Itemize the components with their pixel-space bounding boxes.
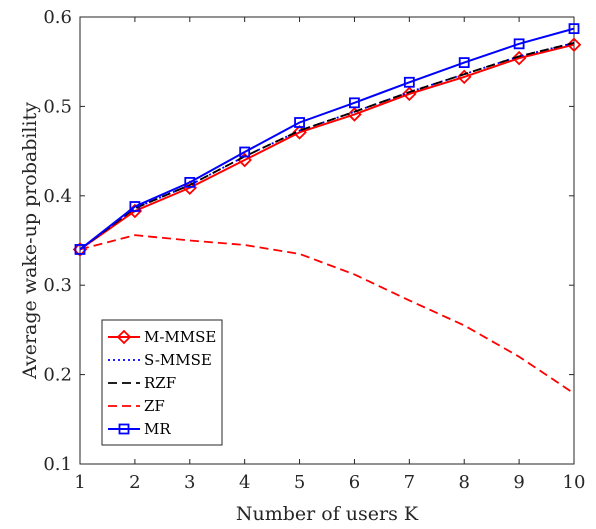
- x-tick-label: 2: [129, 472, 140, 493]
- y-axis-label: Average wake-up probability: [19, 102, 41, 380]
- data-point-square: [239, 146, 251, 158]
- series-line: [79, 43, 575, 251]
- legend-item: ZF: [108, 397, 165, 415]
- y-tick-label: 0.5: [43, 96, 72, 117]
- legend-item: RZF: [108, 374, 176, 392]
- series-line: [79, 234, 575, 395]
- x-tick-label: 4: [239, 472, 250, 493]
- series-line: [79, 42, 575, 251]
- legend-item: MR: [108, 420, 171, 438]
- y-tick-label: 0.6: [43, 7, 72, 28]
- x-tick-label: 6: [349, 472, 360, 493]
- x-tick-label: 5: [294, 472, 305, 493]
- data-point-square: [349, 97, 360, 109]
- series-line: [79, 27, 575, 251]
- series-layer: [72, 23, 582, 395]
- data-point-diamond: [566, 37, 582, 52]
- tick-layer: 1 2 3 4 5 6 7 8 9 10 0.1 0.2 0.3 0.4 0.5 0.6: [43, 7, 585, 493]
- legend: M-MMSE S-MMSE RZF ZF MR: [101, 319, 223, 446]
- legend-marker-diamond: [116, 329, 132, 345]
- series-zf: [79, 234, 575, 395]
- data-point-square: [129, 201, 141, 212]
- y-tick-label: 0.1: [43, 454, 72, 475]
- data-point-square: [458, 57, 470, 68]
- data-point-diamond: [402, 86, 417, 102]
- legend-label: M-MMSE: [144, 328, 216, 346]
- x-tick-label: 9: [513, 472, 524, 493]
- data-point-square: [74, 244, 86, 255]
- x-tick-label: 3: [184, 472, 195, 493]
- x-tick-label: 8: [458, 472, 469, 493]
- x-tick-label: 1: [74, 472, 85, 493]
- series-rzf: [79, 42, 575, 251]
- legend-label: MR: [144, 420, 171, 438]
- legend-label: S-MMSE: [144, 351, 212, 369]
- y-tick-label: 0.3: [43, 275, 72, 296]
- data-point-square: [294, 117, 305, 128]
- y-tick-label: 0.4: [43, 186, 72, 207]
- data-point-diamond: [292, 125, 307, 140]
- data-point-square: [184, 176, 196, 188]
- legend-item: M-MMSE: [108, 328, 216, 346]
- data-point-square: [568, 23, 580, 35]
- series-mr: [74, 23, 580, 255]
- x-tick-label: 7: [404, 472, 415, 493]
- data-point-square: [513, 38, 525, 50]
- legend-item: S-MMSE: [108, 351, 212, 369]
- legend-label: ZF: [144, 397, 165, 415]
- x-axis-label: Number of users K: [236, 503, 419, 525]
- data-point-square: [403, 76, 415, 88]
- data-point-diamond: [347, 107, 362, 122]
- legend-marker-square: [118, 423, 130, 435]
- legend-label: RZF: [144, 374, 176, 392]
- y-tick-label: 0.2: [43, 365, 72, 386]
- x-tick-label: 10: [563, 472, 586, 493]
